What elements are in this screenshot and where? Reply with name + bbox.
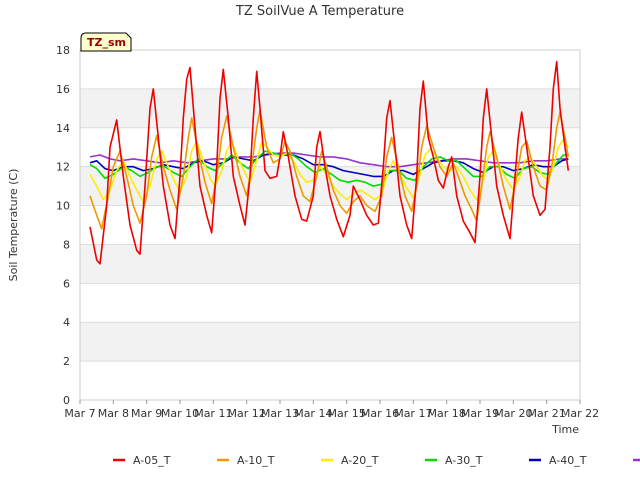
series-lines bbox=[89, 60, 570, 265]
site-badge-label: TZ_sm bbox=[87, 36, 126, 49]
y-tick-label: 0 bbox=[63, 394, 70, 407]
legend-label: A-05_T bbox=[133, 454, 171, 467]
legend-item: A-50_T bbox=[633, 458, 640, 462]
legend: A-05_T A-10_T A-20_T A-30_T A-40_T A-50_T bbox=[113, 454, 640, 467]
x-tick-label: Mar 19 bbox=[461, 407, 499, 420]
plot-background-bands bbox=[80, 88, 580, 362]
legend-label: A-40_T bbox=[549, 454, 587, 467]
y-tick-label: 16 bbox=[56, 83, 70, 96]
legend-item: A-30_T bbox=[425, 454, 483, 467]
x-tick-label: Mar 20 bbox=[494, 407, 532, 420]
y-tick-label: 2 bbox=[63, 355, 70, 368]
legend-item: A-40_T bbox=[529, 454, 587, 467]
x-tick-label: Mar 8 bbox=[98, 407, 129, 420]
y-axis-ticks: 0 2 4 6 8 10 12 14 16 18 bbox=[56, 44, 70, 407]
x-tick-label: Mar 14 bbox=[294, 407, 332, 420]
x-tick-label: Mar 10 bbox=[161, 407, 199, 420]
plot-area-frame bbox=[79, 49, 581, 401]
series-line-a-05-t bbox=[89, 60, 570, 265]
x-tick-label: Mar 13 bbox=[261, 407, 299, 420]
x-axis-label: Time bbox=[551, 423, 579, 436]
y-tick-label: 18 bbox=[56, 44, 70, 57]
chart-title: TZ SoilVue A Temperature bbox=[235, 4, 404, 19]
x-tick-label: Mar 9 bbox=[131, 407, 162, 420]
x-tick-label: Mar 16 bbox=[361, 407, 399, 420]
plot-band bbox=[80, 88, 580, 128]
legend-item: A-05_T bbox=[113, 454, 171, 467]
x-tick-label: Mar 17 bbox=[394, 407, 432, 420]
legend-label: A-20_T bbox=[341, 454, 379, 467]
x-tick-label: Mar 12 bbox=[228, 407, 266, 420]
legend-item: A-10_T bbox=[217, 454, 275, 467]
x-tick-label: Mar 18 bbox=[428, 407, 466, 420]
series-line-a-10-t bbox=[89, 109, 570, 230]
x-tick-label: Mar 21 bbox=[528, 407, 566, 420]
x-tick-label: Mar 11 bbox=[194, 407, 232, 420]
site-badge: TZ_sm bbox=[80, 32, 132, 52]
legend-label: A-30_T bbox=[445, 454, 483, 467]
legend-item: A-20_T bbox=[321, 454, 379, 467]
x-tick-label: Mar 15 bbox=[328, 407, 366, 420]
y-tick-label: 10 bbox=[56, 200, 70, 213]
plot-band bbox=[80, 322, 580, 362]
y-tick-label: 14 bbox=[56, 122, 70, 135]
series-line-a-40-t bbox=[89, 152, 569, 178]
y-tick-label: 6 bbox=[63, 277, 70, 290]
y-tick-label: 4 bbox=[63, 316, 70, 329]
x-tick-label: Mar 7 bbox=[64, 407, 95, 420]
legend-label: A-10_T bbox=[237, 454, 275, 467]
y-axis-label: Soil Temperature (C) bbox=[7, 169, 20, 282]
x-tick-label: Mar 22 bbox=[561, 407, 599, 420]
y-tick-label: 12 bbox=[56, 161, 70, 174]
y-tick-label: 8 bbox=[63, 238, 70, 251]
plot-band bbox=[80, 244, 580, 284]
